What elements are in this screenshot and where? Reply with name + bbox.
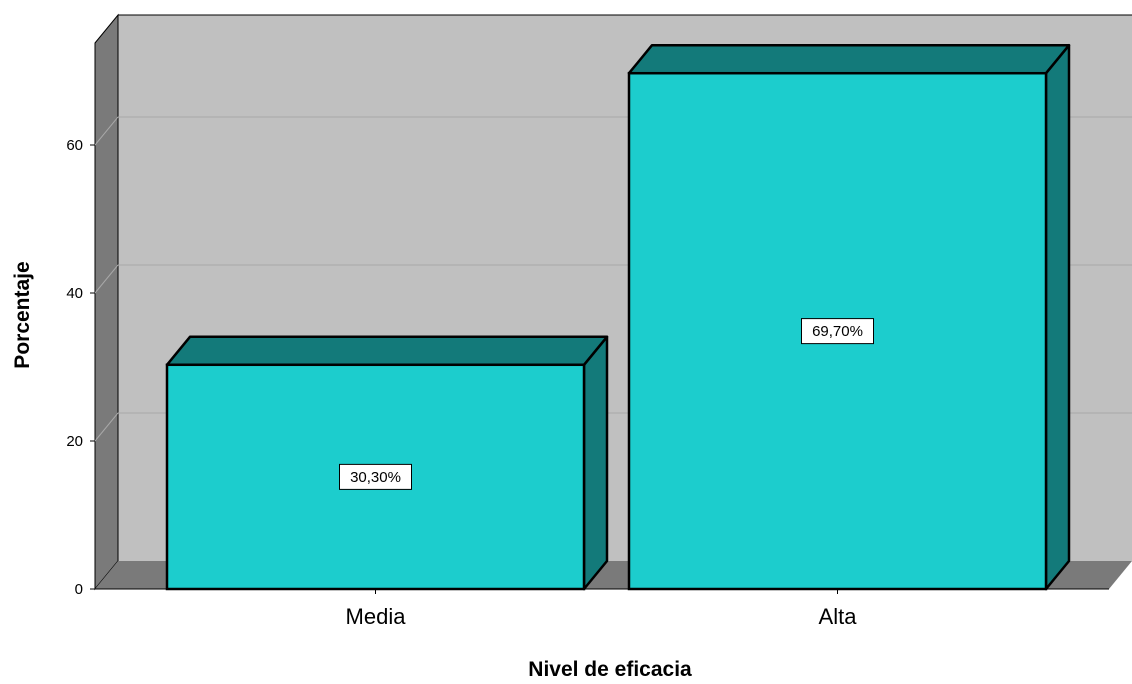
- y-tick-label: 40: [66, 285, 83, 302]
- y-tick-label: 20: [66, 433, 83, 450]
- bars-group: 30,30% 69,70%: [165, 43, 1071, 591]
- data-label: 30,30%: [350, 469, 401, 486]
- gridline-side: [94, 116, 119, 146]
- y-axis-ticks: 0 20 40 60: [66, 137, 95, 598]
- gridline-side: [94, 264, 119, 294]
- bar-side-face: [1044, 43, 1071, 591]
- y-tick-label: 60: [66, 137, 83, 154]
- x-tick-label: Media: [346, 604, 407, 629]
- side-wall: [94, 13, 119, 591]
- y-axis-title: Porcentaje: [11, 261, 34, 368]
- y-tick-label: 0: [75, 581, 83, 598]
- x-axis-title: Nivel de eficacia: [528, 658, 692, 681]
- x-axis-ticks: Media Alta: [346, 589, 858, 629]
- data-label: 69,70%: [812, 323, 863, 340]
- bar-media: 30,30%: [165, 335, 609, 591]
- data-label-box: [801, 318, 874, 345]
- bar-side-face: [582, 335, 609, 591]
- data-label-box: [339, 463, 412, 490]
- gridline-side: [94, 412, 119, 442]
- bar-top-face: [165, 335, 609, 367]
- bar-alta: 69,70%: [627, 43, 1071, 591]
- bar-top-face: [627, 43, 1071, 75]
- x-tick-label: Alta: [819, 604, 858, 629]
